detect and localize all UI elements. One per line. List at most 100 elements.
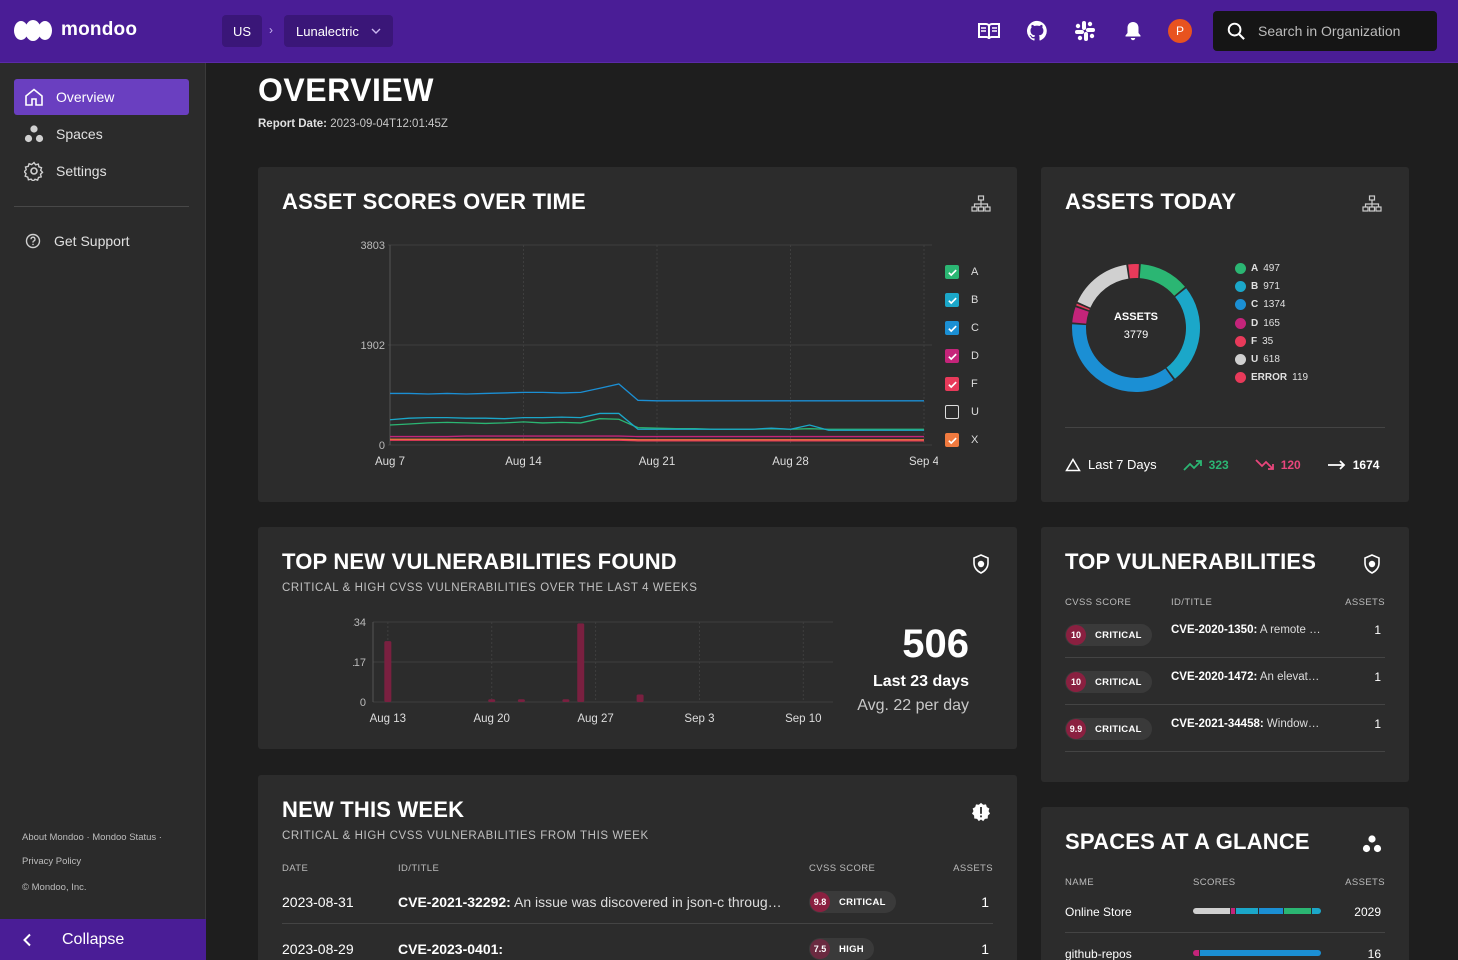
- bell-icon[interactable]: [1121, 19, 1145, 43]
- severity-pill: 10 CRITICAL: [1065, 671, 1152, 693]
- legend-label: F: [971, 378, 978, 390]
- card-title: TOP NEW VULNERABILITIES FOUND: [282, 549, 677, 574]
- sidebar-item-settings[interactable]: Settings: [14, 153, 189, 189]
- alert-badge-icon[interactable]: [971, 802, 991, 822]
- hierarchy-icon[interactable]: [1362, 194, 1382, 214]
- card-title: SPACES AT A GLANCE: [1065, 829, 1310, 854]
- score-segment: [1193, 950, 1200, 956]
- bar: [562, 699, 570, 702]
- legend-value: 1374: [1263, 299, 1286, 311]
- legend-item-u: U 618: [1235, 354, 1280, 365]
- legend-value: 497: [1263, 263, 1280, 274]
- series-line-b: [389, 412, 924, 431]
- legend-dot: [1235, 263, 1246, 274]
- bar: [384, 641, 392, 702]
- vuln-row[interactable]: 2023-08-31 CVE-2021-32292: An issue was d…: [282, 877, 993, 924]
- trend-label: Last 7 Days: [1088, 457, 1157, 472]
- score-distribution-bar: [1193, 908, 1321, 914]
- cvss-score: 9.9: [1066, 719, 1086, 739]
- score-segment: [1230, 908, 1235, 914]
- copyright: © Mondoo, Inc.: [22, 882, 87, 893]
- severity-label: CRITICAL: [1095, 676, 1142, 688]
- legend-toggle-u[interactable]: U: [945, 405, 995, 419]
- asset-count: 1: [981, 894, 989, 910]
- donut-slice-error: [1128, 264, 1139, 279]
- search-box[interactable]: [1213, 11, 1437, 51]
- y-tick-label: 234: [353, 617, 366, 629]
- col-assets: ASSETS: [1345, 877, 1385, 888]
- get-support-link[interactable]: Get Support: [14, 223, 189, 259]
- vuln-desc: An issue was discovered in json-c throug…: [513, 894, 783, 910]
- privacy-link[interactable]: Privacy Policy: [22, 856, 82, 867]
- legend-toggle-f[interactable]: F: [945, 377, 995, 391]
- search-icon: [1227, 22, 1245, 40]
- y-tick-label: 3803: [361, 240, 385, 252]
- spaces-icon[interactable]: [1362, 834, 1382, 854]
- score-distribution-bar: [1193, 950, 1321, 956]
- vuln-desc: Windows Kernel Remote Code Execution: [1266, 718, 1321, 730]
- user-avatar[interactable]: P: [1168, 19, 1192, 43]
- vuln-row[interactable]: 2023-08-29 CVE-2023-0401: 7.5 HIGH 1: [282, 924, 993, 960]
- vuln-date: 2023-08-31: [282, 894, 354, 910]
- x-tick-label: Aug 14: [505, 456, 542, 468]
- x-tick-label: Aug 27: [577, 713, 613, 725]
- vulns-avg: Avg. 22 per day: [857, 697, 969, 714]
- legend-toggle-b[interactable]: B: [945, 293, 995, 307]
- chevron-down-icon: [371, 28, 381, 34]
- bar: [636, 694, 644, 702]
- docs-icon[interactable]: [977, 19, 1001, 43]
- donut-slice-b: [1166, 288, 1200, 379]
- asset-count: 1: [1374, 670, 1381, 684]
- severity-label: CRITICAL: [1095, 629, 1142, 641]
- collapse-label: Collapse: [62, 930, 125, 948]
- vuln-desc: A remote code execution vulnerability: [1259, 624, 1321, 636]
- hierarchy-icon[interactable]: [971, 194, 991, 214]
- region-selector[interactable]: US: [222, 15, 262, 47]
- asset-count: 16: [1367, 947, 1381, 960]
- asset-scores-card: ASSET SCORES OVER TIME 0 1902 3803 Aug 7 Aug…: [258, 167, 1017, 502]
- sidebar: Overview Spaces Settings Get Support Abo…: [0, 63, 206, 960]
- card-title: ASSETS TODAY: [1065, 189, 1237, 214]
- org-selector[interactable]: Lunalectric: [284, 15, 393, 47]
- mondoo-logo[interactable]: mondoo: [14, 19, 137, 41]
- search-input[interactable]: [1258, 23, 1428, 39]
- github-icon[interactable]: [1025, 19, 1049, 43]
- sidebar-item-label: Spaces: [56, 126, 103, 142]
- bar: [577, 623, 585, 702]
- legend-value: 971: [1263, 281, 1280, 293]
- slack-icon[interactable]: [1073, 19, 1097, 43]
- legend-toggle-c[interactable]: C: [945, 321, 995, 335]
- logo-text: mondoo: [61, 19, 138, 40]
- score-segment: [1258, 908, 1284, 914]
- shield-icon[interactable]: [1362, 554, 1382, 574]
- vuln-row[interactable]: 10 CRITICAL CVE-2020-1472: An elevation of…: [1065, 658, 1385, 705]
- sidebar-item-spaces[interactable]: Spaces: [14, 116, 189, 152]
- trend-down-icon: [1255, 458, 1274, 470]
- checkbox-checked-icon: [945, 293, 959, 307]
- checkbox-checked-icon: [945, 349, 959, 363]
- legend-toggle-x[interactable]: X: [945, 433, 995, 447]
- legend-item-f: F 35: [1235, 335, 1273, 347]
- col-id-title: ID/TITLE: [398, 863, 440, 874]
- collapse-button[interactable]: Collapse: [0, 919, 206, 960]
- space-row[interactable]: Online Store 2029: [1065, 891, 1385, 933]
- series-line-x: [390, 438, 924, 441]
- sidebar-item-overview[interactable]: Overview: [14, 79, 189, 115]
- legend-label: C: [1251, 299, 1259, 311]
- y-tick-label: 117: [353, 657, 366, 669]
- legend-item-d: D 165: [1235, 317, 1280, 329]
- legend-toggle-a[interactable]: A: [945, 265, 995, 279]
- legend-toggle-d[interactable]: D: [945, 349, 995, 363]
- new-this-week-card: NEW THIS WEEK CRITICAL & HIGH CVSS VULNE…: [258, 775, 1017, 960]
- vuln-row[interactable]: 9.9 CRITICAL CVE-2021-34458: Windows Kerne…: [1065, 705, 1385, 752]
- severity-label: CRITICAL: [1095, 723, 1142, 735]
- series-line-c: [390, 383, 924, 402]
- checkbox-empty-icon: [945, 405, 959, 419]
- vulns-period: Last 23 days: [872, 673, 969, 690]
- status-link[interactable]: Mondoo Status: [92, 832, 157, 843]
- sidebar-divider: [14, 206, 189, 207]
- vuln-row[interactable]: 10 CRITICAL CVE-2020-1350: A remote code e…: [1065, 611, 1385, 658]
- shield-icon[interactable]: [971, 554, 991, 574]
- space-row[interactable]: github-repos 16: [1065, 933, 1385, 960]
- about-link[interactable]: About Mondoo: [22, 832, 84, 843]
